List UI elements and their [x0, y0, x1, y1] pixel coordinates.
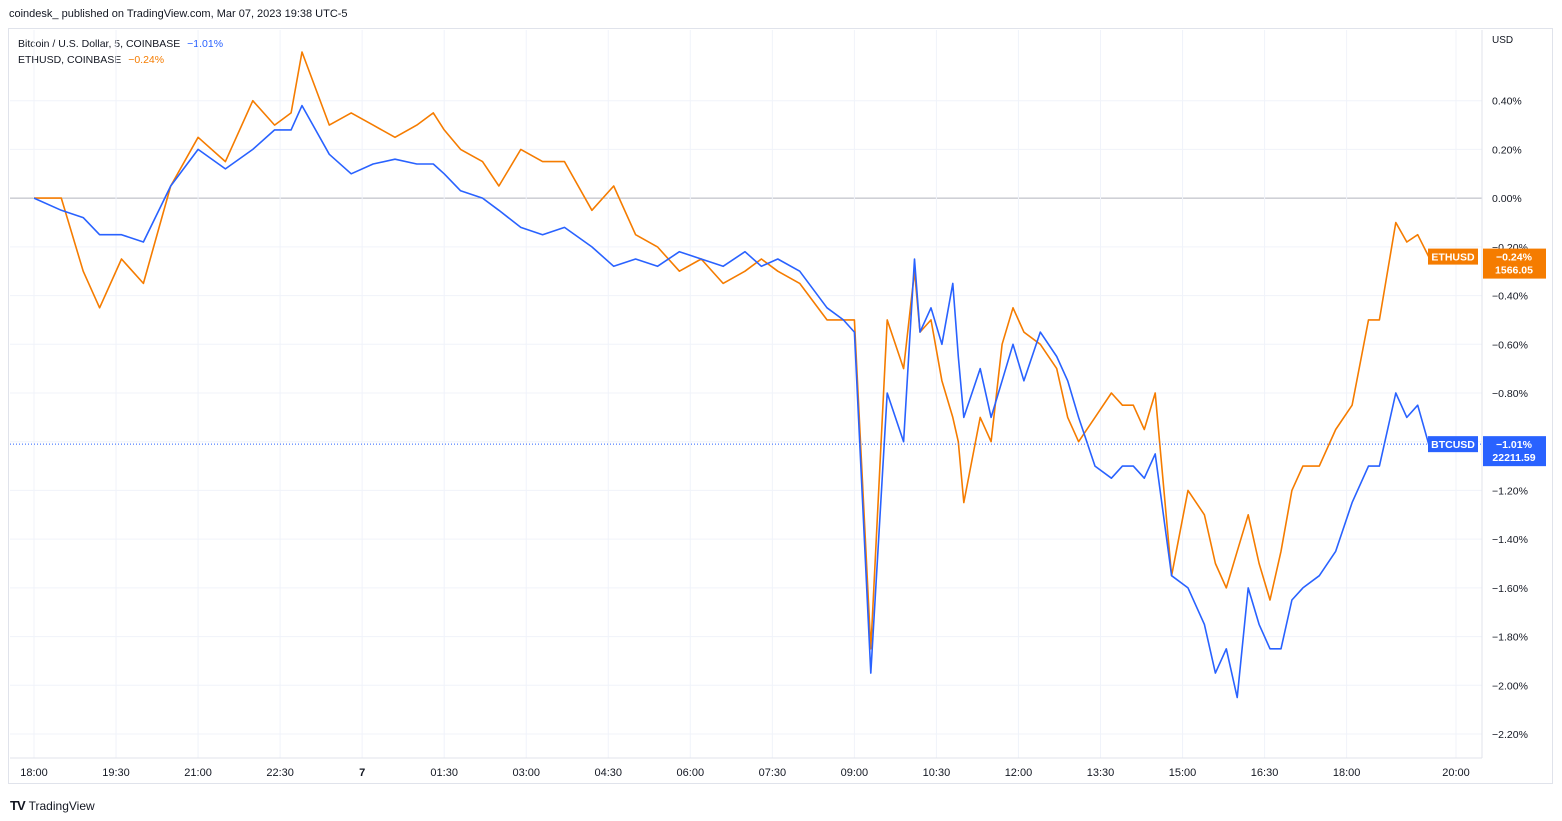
legend-item-eth[interactable]: ETHUSD, COINBASE −0.24% [18, 52, 223, 68]
y-tick-label: −1.60% [1492, 583, 1528, 595]
price-change-label: −0.24% [1496, 252, 1533, 264]
y-tick-label: −2.00% [1492, 680, 1528, 692]
x-tick-label: 15:00 [1169, 767, 1197, 779]
y-tick-label: −2.20% [1492, 729, 1528, 741]
legend-value-eth: −0.24% [128, 54, 165, 66]
y-tick-label: −1.20% [1492, 485, 1528, 497]
series-name-tag [1428, 248, 1478, 265]
x-tick-label: 01:30 [430, 767, 458, 779]
price-axis-unit: USD [1492, 35, 1514, 46]
x-tick-label: 13:30 [1087, 767, 1115, 779]
series-line-ethusd [34, 51, 1430, 650]
price-label: 22211.59 [1492, 452, 1535, 464]
series-name-tag-label: BTCUSD [1431, 439, 1475, 451]
x-tick-label: 20:00 [1442, 767, 1470, 779]
x-tick-label: 18:00 [20, 767, 48, 779]
x-tick-label: 07:30 [759, 767, 787, 779]
price-value-tag [1483, 248, 1546, 279]
footer-brand[interactable]: TradingView [28, 798, 95, 813]
series-line-btcusd [33, 104, 1430, 699]
x-tick-label: 16:30 [1251, 767, 1279, 779]
price-label: 1566.05 [1495, 265, 1533, 277]
x-tick-label: 04:30 [595, 767, 623, 779]
y-tick-label: −0.40% [1492, 291, 1528, 303]
x-tick-label: 03:00 [512, 767, 540, 779]
x-tick-label: 22:30 [266, 767, 294, 779]
tradingview-logo-icon[interactable]: TV [10, 798, 26, 813]
last-value-badge-ethusd: ETHUSD −0.24%1566.05 [1428, 248, 1546, 279]
y-tick-label: −0.60% [1492, 339, 1528, 351]
chart-frame [8, 28, 1553, 784]
y-tick-label: 0.00% [1492, 193, 1522, 205]
legend-value-btc: −1.01% [187, 38, 224, 50]
last-value-badge-btcusd: BTCUSD −1.01%22211.59 [1428, 436, 1546, 467]
x-tick-label: 10:30 [923, 767, 951, 779]
legend-label-eth: ETHUSD, COINBASE [18, 54, 122, 66]
series-name-tag-label: ETHUSD [1431, 252, 1475, 264]
x-tick-label: 18:00 [1333, 767, 1361, 779]
y-tick-label: −1.40% [1492, 534, 1528, 546]
footer: TV TradingView [10, 798, 95, 813]
y-tick-label: −1.80% [1492, 632, 1528, 644]
publisher-header: coindesk_ published on TradingView.com, … [9, 8, 348, 20]
x-tick-label: 19:30 [102, 767, 130, 779]
x-tick-label: 09:00 [841, 767, 869, 779]
chart-legend: Bitcoin / U.S. Dollar, 5, COINBASE −1.01… [18, 36, 223, 68]
legend-label-btc: Bitcoin / U.S. Dollar, 5, COINBASE [18, 38, 181, 50]
y-tick-label: −0.80% [1492, 388, 1528, 400]
price-value-tag [1483, 436, 1546, 467]
x-tick-label: 06:00 [677, 767, 705, 779]
legend-item-btc[interactable]: Bitcoin / U.S. Dollar, 5, COINBASE −1.01… [18, 36, 223, 52]
series-name-tag [1428, 436, 1478, 453]
y-tick-label: 0.20% [1492, 144, 1522, 156]
x-tick-label: 21:00 [184, 767, 212, 779]
y-tick-label: 0.40% [1492, 96, 1522, 108]
x-tick-label: 12:00 [1005, 767, 1033, 779]
price-change-label: −1.01% [1496, 439, 1533, 451]
x-tick-label: 7 [359, 767, 365, 779]
